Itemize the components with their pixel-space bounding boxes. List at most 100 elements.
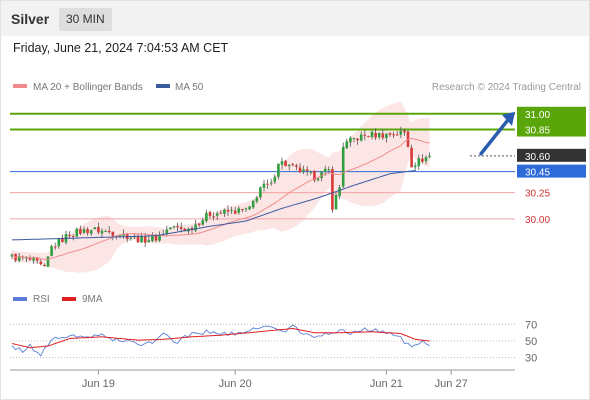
level-30-45-label-box <box>517 164 586 178</box>
candle-body <box>129 237 133 239</box>
level-30-60-label-box <box>517 148 586 162</box>
candle-body <box>356 138 359 141</box>
candle-body <box>86 228 89 234</box>
candle-body <box>349 137 352 143</box>
candle-body <box>122 233 125 236</box>
candle-body <box>320 171 323 179</box>
rsi-tick-label: 70 <box>525 319 537 331</box>
candle-body <box>230 209 233 211</box>
candle-body <box>370 131 374 138</box>
candle-body <box>136 236 140 243</box>
candle-body <box>233 210 237 214</box>
candle-body <box>183 228 187 232</box>
level-30-85-label: 30.85 <box>525 126 550 137</box>
rsi-panel: 70 50 30 <box>10 319 537 365</box>
rsi-legend-label: RSI <box>33 294 50 305</box>
candle-body <box>341 147 345 187</box>
candle-body <box>327 169 331 171</box>
candle-body <box>359 134 363 141</box>
candle-body <box>53 246 57 248</box>
candle-body <box>424 157 428 162</box>
candle-body <box>352 138 356 140</box>
candle-body <box>284 160 287 167</box>
forecast-arrow-head <box>502 111 515 126</box>
candle-body <box>169 227 172 230</box>
x-tick-label: Jun 20 <box>219 378 252 390</box>
candle-body <box>291 164 295 166</box>
candle-body <box>75 228 79 237</box>
candle-body <box>287 164 291 167</box>
candle-body <box>140 236 143 243</box>
candle-body <box>68 234 71 237</box>
candle-body <box>251 200 255 208</box>
candle-body <box>79 228 82 234</box>
ma9-legend-swatch <box>62 297 76 301</box>
candle-body <box>305 169 309 172</box>
candle-body <box>57 238 61 247</box>
candle-body <box>302 169 305 172</box>
rsi-ma9-line <box>11 327 430 349</box>
bollinger-band-area <box>12 101 430 273</box>
bollinger-band-fill <box>12 101 430 273</box>
candle-body <box>172 226 176 228</box>
candle-body <box>395 134 399 136</box>
candle-body <box>223 209 226 214</box>
bb-legend-label: MA 20 + Bollinger Bands <box>33 82 143 93</box>
level-30-45-label: 30.45 <box>525 168 550 179</box>
rsi-tick-label: 50 <box>525 336 537 348</box>
candle-body <box>107 230 111 233</box>
candle-body <box>10 254 14 257</box>
forecast-arrow-shaft <box>479 118 510 156</box>
candle-body <box>399 131 403 135</box>
ma50-line <box>11 170 416 241</box>
candle-body <box>176 225 179 228</box>
resistance-label-box <box>517 106 586 137</box>
candle-body <box>295 165 298 167</box>
candle-body <box>43 264 46 267</box>
header-bar: Silver 30 MIN <box>1 1 589 36</box>
candle-body <box>417 158 421 167</box>
candle-body <box>39 261 43 265</box>
candle-body <box>244 208 248 210</box>
rsi-line <box>11 324 430 357</box>
forecast-arrow <box>479 111 515 156</box>
time-axis: Jun 19 Jun 20 Jun 21 Jun 27 <box>10 369 515 390</box>
candle-body <box>241 209 244 211</box>
level-30-60-label: 30.60 <box>525 152 550 163</box>
level-31-00-label: 31.00 <box>525 110 550 121</box>
candle-body <box>71 235 75 237</box>
candle-body <box>269 182 273 184</box>
candle-body <box>89 230 93 234</box>
candle-body <box>147 240 151 243</box>
candle-body <box>165 229 169 235</box>
candle-body <box>25 257 28 259</box>
candle-body <box>248 206 251 210</box>
candle-body <box>345 141 349 149</box>
moving-average-lines <box>11 137 430 260</box>
ma50-legend-swatch <box>156 84 170 88</box>
timeframe-button[interactable]: 30 MIN <box>59 8 112 31</box>
candle-body <box>410 147 413 168</box>
candle-body <box>313 170 316 181</box>
candle-body <box>46 256 50 267</box>
candle-body <box>309 171 313 173</box>
candle-body <box>367 136 370 138</box>
candle-body <box>100 230 104 234</box>
candle-body <box>104 230 107 232</box>
candle-body <box>280 161 284 165</box>
level-30-00-label: 30.00 <box>525 215 550 226</box>
candle-body <box>388 133 392 135</box>
ma9-legend-label: 9MA <box>82 294 103 305</box>
candle-body <box>413 165 417 168</box>
candle-body <box>219 212 223 214</box>
candle-body <box>201 220 205 225</box>
candle-body <box>212 216 215 218</box>
candle-body <box>298 167 302 173</box>
level-30-25-label: 30.25 <box>525 189 550 200</box>
candle-body <box>334 194 338 210</box>
candle-body <box>151 235 154 242</box>
candle-body <box>421 158 424 162</box>
candle-body <box>35 257 39 261</box>
symbol-title: Silver <box>11 11 50 27</box>
